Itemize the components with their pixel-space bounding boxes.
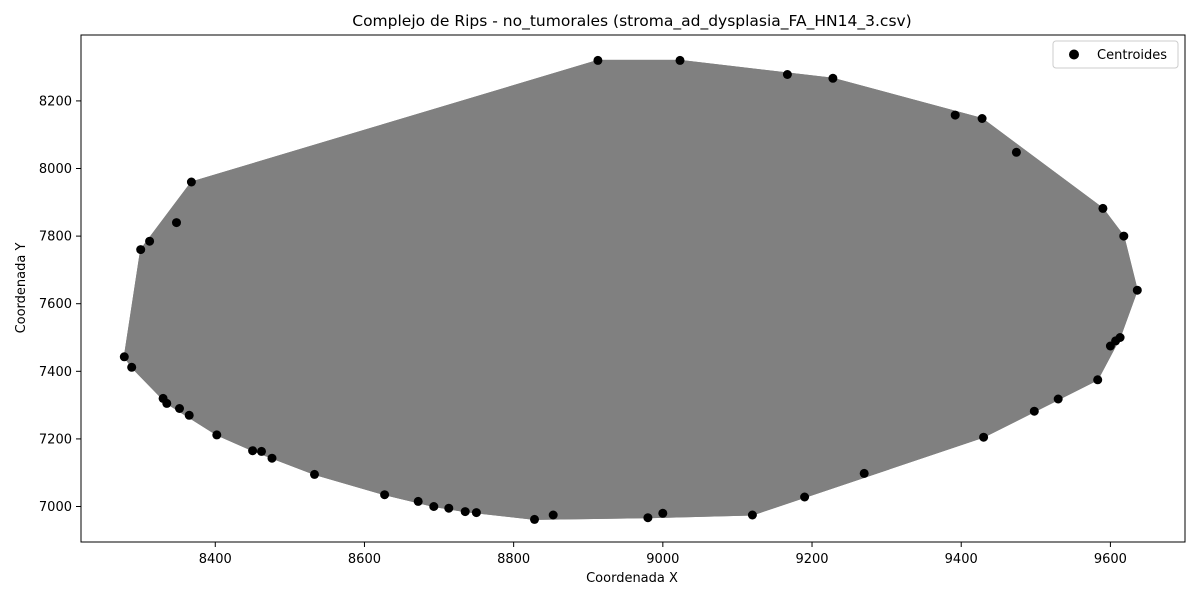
points-layer bbox=[119, 55, 1142, 524]
centroid-point bbox=[979, 432, 989, 442]
centroid-point bbox=[828, 73, 838, 83]
centroid-point bbox=[1093, 375, 1103, 385]
centroid-point bbox=[548, 510, 558, 520]
centroid-point bbox=[119, 352, 129, 362]
chart-title: Complejo de Rips - no_tumorales (stroma_… bbox=[352, 12, 911, 31]
centroid-point bbox=[643, 513, 653, 523]
centroid-point bbox=[145, 236, 155, 246]
centroid-point bbox=[1053, 394, 1063, 404]
centroid-point bbox=[675, 55, 685, 65]
centroid-point bbox=[175, 404, 184, 413]
centroid-point bbox=[460, 507, 470, 517]
centroid-point bbox=[310, 469, 319, 479]
centroid-point bbox=[471, 508, 481, 518]
y-tick-label: 7400 bbox=[39, 365, 72, 380]
centroid-point bbox=[859, 468, 869, 478]
x-tick-label: 8800 bbox=[497, 552, 530, 567]
centroid-point bbox=[212, 430, 222, 440]
plot-frame bbox=[80, 34, 1186, 543]
legend-marker bbox=[1069, 49, 1079, 60]
x-axis: 8400 8600 8800 9000 9200 9400 9600 bbox=[199, 542, 1127, 567]
centroid-point bbox=[248, 446, 258, 456]
centroid-point bbox=[172, 218, 181, 228]
centroid-point bbox=[257, 446, 266, 456]
centroid-point bbox=[747, 510, 757, 520]
centroid-point bbox=[1098, 203, 1108, 213]
centroid-point bbox=[950, 110, 960, 120]
y-tick-label: 8200 bbox=[39, 94, 72, 109]
centroid-point bbox=[1029, 406, 1039, 416]
centroid-point bbox=[380, 490, 390, 500]
legend-frame bbox=[1052, 40, 1179, 69]
y-tick-label: 7200 bbox=[39, 432, 72, 447]
centroid-point bbox=[782, 70, 792, 79]
centroid-point bbox=[184, 410, 194, 420]
x-tick-label: 9600 bbox=[1094, 552, 1127, 567]
centroid-point bbox=[800, 492, 810, 502]
y-tick-label: 7800 bbox=[39, 230, 72, 245]
centroid-point bbox=[1132, 285, 1142, 295]
y-axis: 7000 7200 7400 7600 7800 8000 8200 bbox=[39, 94, 81, 515]
centroid-point bbox=[186, 177, 196, 187]
x-tick-label: 8600 bbox=[348, 552, 381, 567]
centroid-point bbox=[658, 508, 668, 518]
centroid-point bbox=[444, 503, 454, 513]
centroid-point bbox=[162, 398, 172, 408]
x-tick-label: 9200 bbox=[795, 552, 828, 567]
centroid-point bbox=[413, 496, 423, 506]
x-tick-label: 9400 bbox=[945, 552, 978, 567]
centroid-point bbox=[1011, 147, 1021, 157]
x-tick-label: 9000 bbox=[646, 552, 679, 567]
centroid-point bbox=[1119, 231, 1129, 241]
centroid-point bbox=[530, 514, 539, 524]
centroid-point bbox=[267, 453, 277, 463]
centroid-point bbox=[977, 114, 987, 123]
legend: Centroides bbox=[1052, 40, 1179, 69]
centroid-point bbox=[1115, 333, 1125, 342]
legend-entry-centroides: Centroides bbox=[1097, 48, 1167, 63]
plot-area bbox=[80, 34, 1186, 543]
y-axis-label: Coordenada Y bbox=[14, 243, 29, 334]
x-tick-label: 8400 bbox=[199, 552, 232, 567]
centroid-point bbox=[593, 55, 603, 65]
centroid-point bbox=[127, 362, 137, 372]
centroid-point bbox=[429, 502, 439, 511]
centroid-point bbox=[136, 245, 146, 255]
x-axis-label: Coordenada X bbox=[586, 571, 678, 586]
y-tick-label: 7600 bbox=[39, 297, 72, 312]
y-tick-label: 7000 bbox=[39, 500, 72, 515]
y-tick-label: 8000 bbox=[39, 162, 72, 177]
